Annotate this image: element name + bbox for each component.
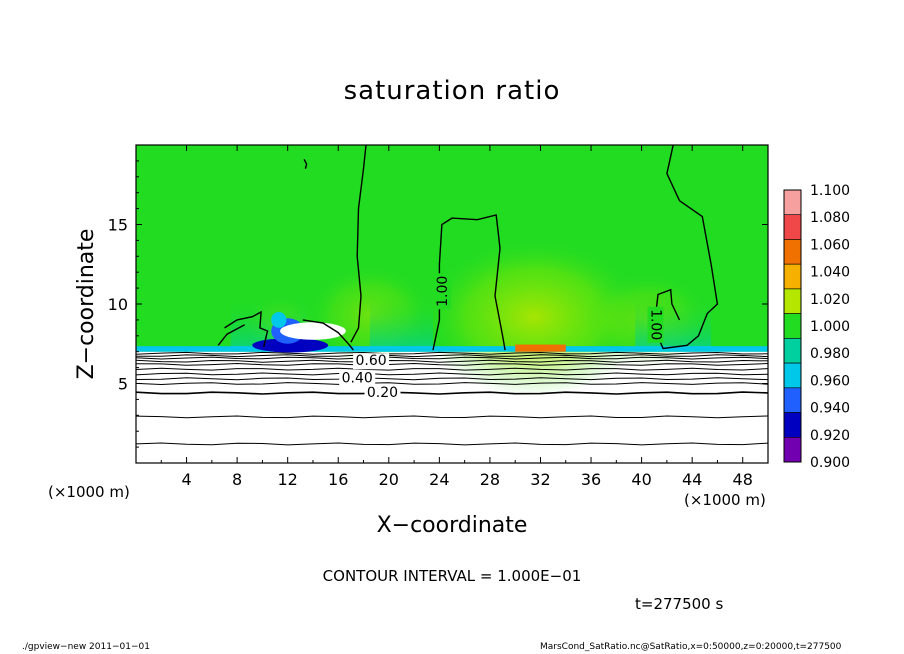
colorbar-label: 0.980 — [810, 346, 850, 362]
colorbar-swatch — [784, 338, 801, 363]
contour-label: 0.20 — [367, 385, 398, 401]
colorbar-swatch — [784, 239, 801, 264]
x-tick-label: 20 — [379, 470, 399, 489]
colorbar-label: 1.100 — [810, 183, 850, 199]
footer-right: MarsCond_SatRatio.nc@SatRatio,x=0:50000,… — [540, 642, 841, 652]
colorbar-swatch — [784, 190, 801, 215]
x-tick-label: 16 — [328, 470, 348, 489]
colorbar-swatch — [784, 215, 801, 240]
y-axis-label: Z−coordinate — [74, 229, 99, 380]
colorbar-swatch — [784, 413, 801, 438]
chart-title: saturation ratio — [0, 76, 904, 106]
x-unit-right: (×1000 m) — [684, 491, 766, 509]
colorbar-label: 0.960 — [810, 373, 850, 389]
surface-hot-spot — [515, 345, 566, 352]
x-tick-label: 8 — [232, 470, 242, 489]
x-tick-label: 40 — [631, 470, 651, 489]
x-tick-label: 4 — [181, 470, 191, 489]
time-label: t=277500 s — [635, 595, 723, 613]
colorbar-label: 0.920 — [810, 428, 850, 444]
y-tick-label: 5 — [118, 375, 128, 394]
x-axis-label: X−coordinate — [0, 513, 904, 538]
x-tick-label: 28 — [480, 470, 500, 489]
colorbar-label: 1.000 — [810, 319, 850, 335]
colorbar-swatch — [784, 388, 801, 413]
colorbar-label: 1.040 — [810, 265, 850, 281]
colorbar-label: 1.080 — [810, 210, 850, 226]
colorbar: 1.100 1.080 1.060 1.040 1.020 1.000 0.980 0.960… — [784, 183, 850, 471]
x-tick-label: 44 — [682, 470, 702, 489]
contour-label: 1.00 — [648, 309, 664, 340]
contour-interval-text: CONTOUR INTERVAL = 1.000E−01 — [0, 567, 904, 585]
colorbar-label: 1.020 — [810, 292, 850, 308]
colorbar-label: 0.940 — [810, 401, 850, 417]
colorbar-swatch — [784, 264, 801, 289]
x-tick-label: 32 — [530, 470, 550, 489]
heatmap-field — [136, 145, 768, 463]
y-tick-label: 15 — [108, 216, 128, 235]
colorbar-label: 1.060 — [810, 237, 850, 253]
colorbar-swatch — [784, 314, 801, 339]
x-tick-label: 48 — [733, 470, 753, 489]
contour-label: 0.60 — [356, 353, 387, 369]
near-saturated-zone — [370, 296, 433, 352]
colorbar-swatch — [784, 437, 801, 462]
x-tick-label: 12 — [278, 470, 298, 489]
near-saturated-zone — [635, 296, 711, 352]
contour-label: 1.00 — [435, 276, 451, 307]
x-tick-label: 36 — [581, 470, 601, 489]
contour-label: 0.40 — [342, 371, 373, 387]
x-tick-label: 24 — [429, 470, 449, 489]
footer-left: ./gpview−new 2011−01−01 — [22, 642, 150, 652]
x-unit-left: (×1000 m) — [48, 483, 130, 501]
y-tick-label: 10 — [108, 295, 128, 314]
colorbar-label: 0.900 — [810, 455, 850, 471]
colorbar-swatch — [784, 289, 801, 314]
undersaturated-spot — [271, 312, 286, 328]
colorbar-swatch — [784, 363, 801, 388]
